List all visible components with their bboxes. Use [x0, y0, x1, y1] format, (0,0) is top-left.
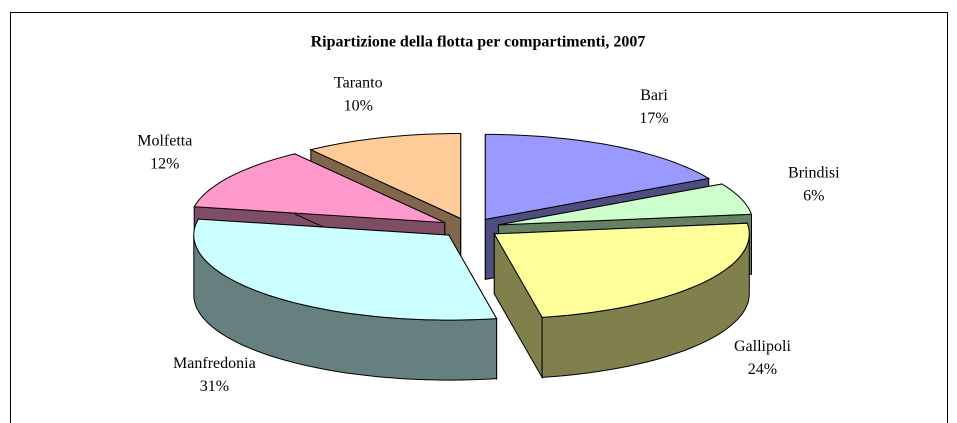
- slice-value-label: 17%: [639, 110, 668, 127]
- chart-title: Ripartizione della flotta per compartime…: [311, 34, 646, 51]
- slice-top: [193, 218, 498, 321]
- slice-top: [484, 133, 711, 221]
- slice-label: Gallipoli: [734, 338, 791, 355]
- slice-value-label: 10%: [344, 97, 373, 114]
- slice-value-label: 12%: [150, 156, 179, 173]
- slice-label: Manfredonia: [173, 355, 256, 372]
- slice-value-label: 6%: [803, 187, 824, 204]
- slice-label: Bari: [640, 87, 668, 104]
- pie-slice: [193, 218, 498, 381]
- slice-value-label: 24%: [748, 361, 777, 378]
- slice-value-label: 31%: [200, 378, 229, 395]
- slice-top: [493, 222, 750, 318]
- slice-label: Molfetta: [137, 133, 192, 150]
- slice-label: Brindisi: [788, 164, 840, 181]
- slice-label: Taranto: [334, 74, 383, 91]
- slice-top: [309, 133, 462, 220]
- slice-top: [498, 183, 753, 226]
- pie-slice: [493, 222, 750, 380]
- slice-top: [193, 153, 445, 224]
